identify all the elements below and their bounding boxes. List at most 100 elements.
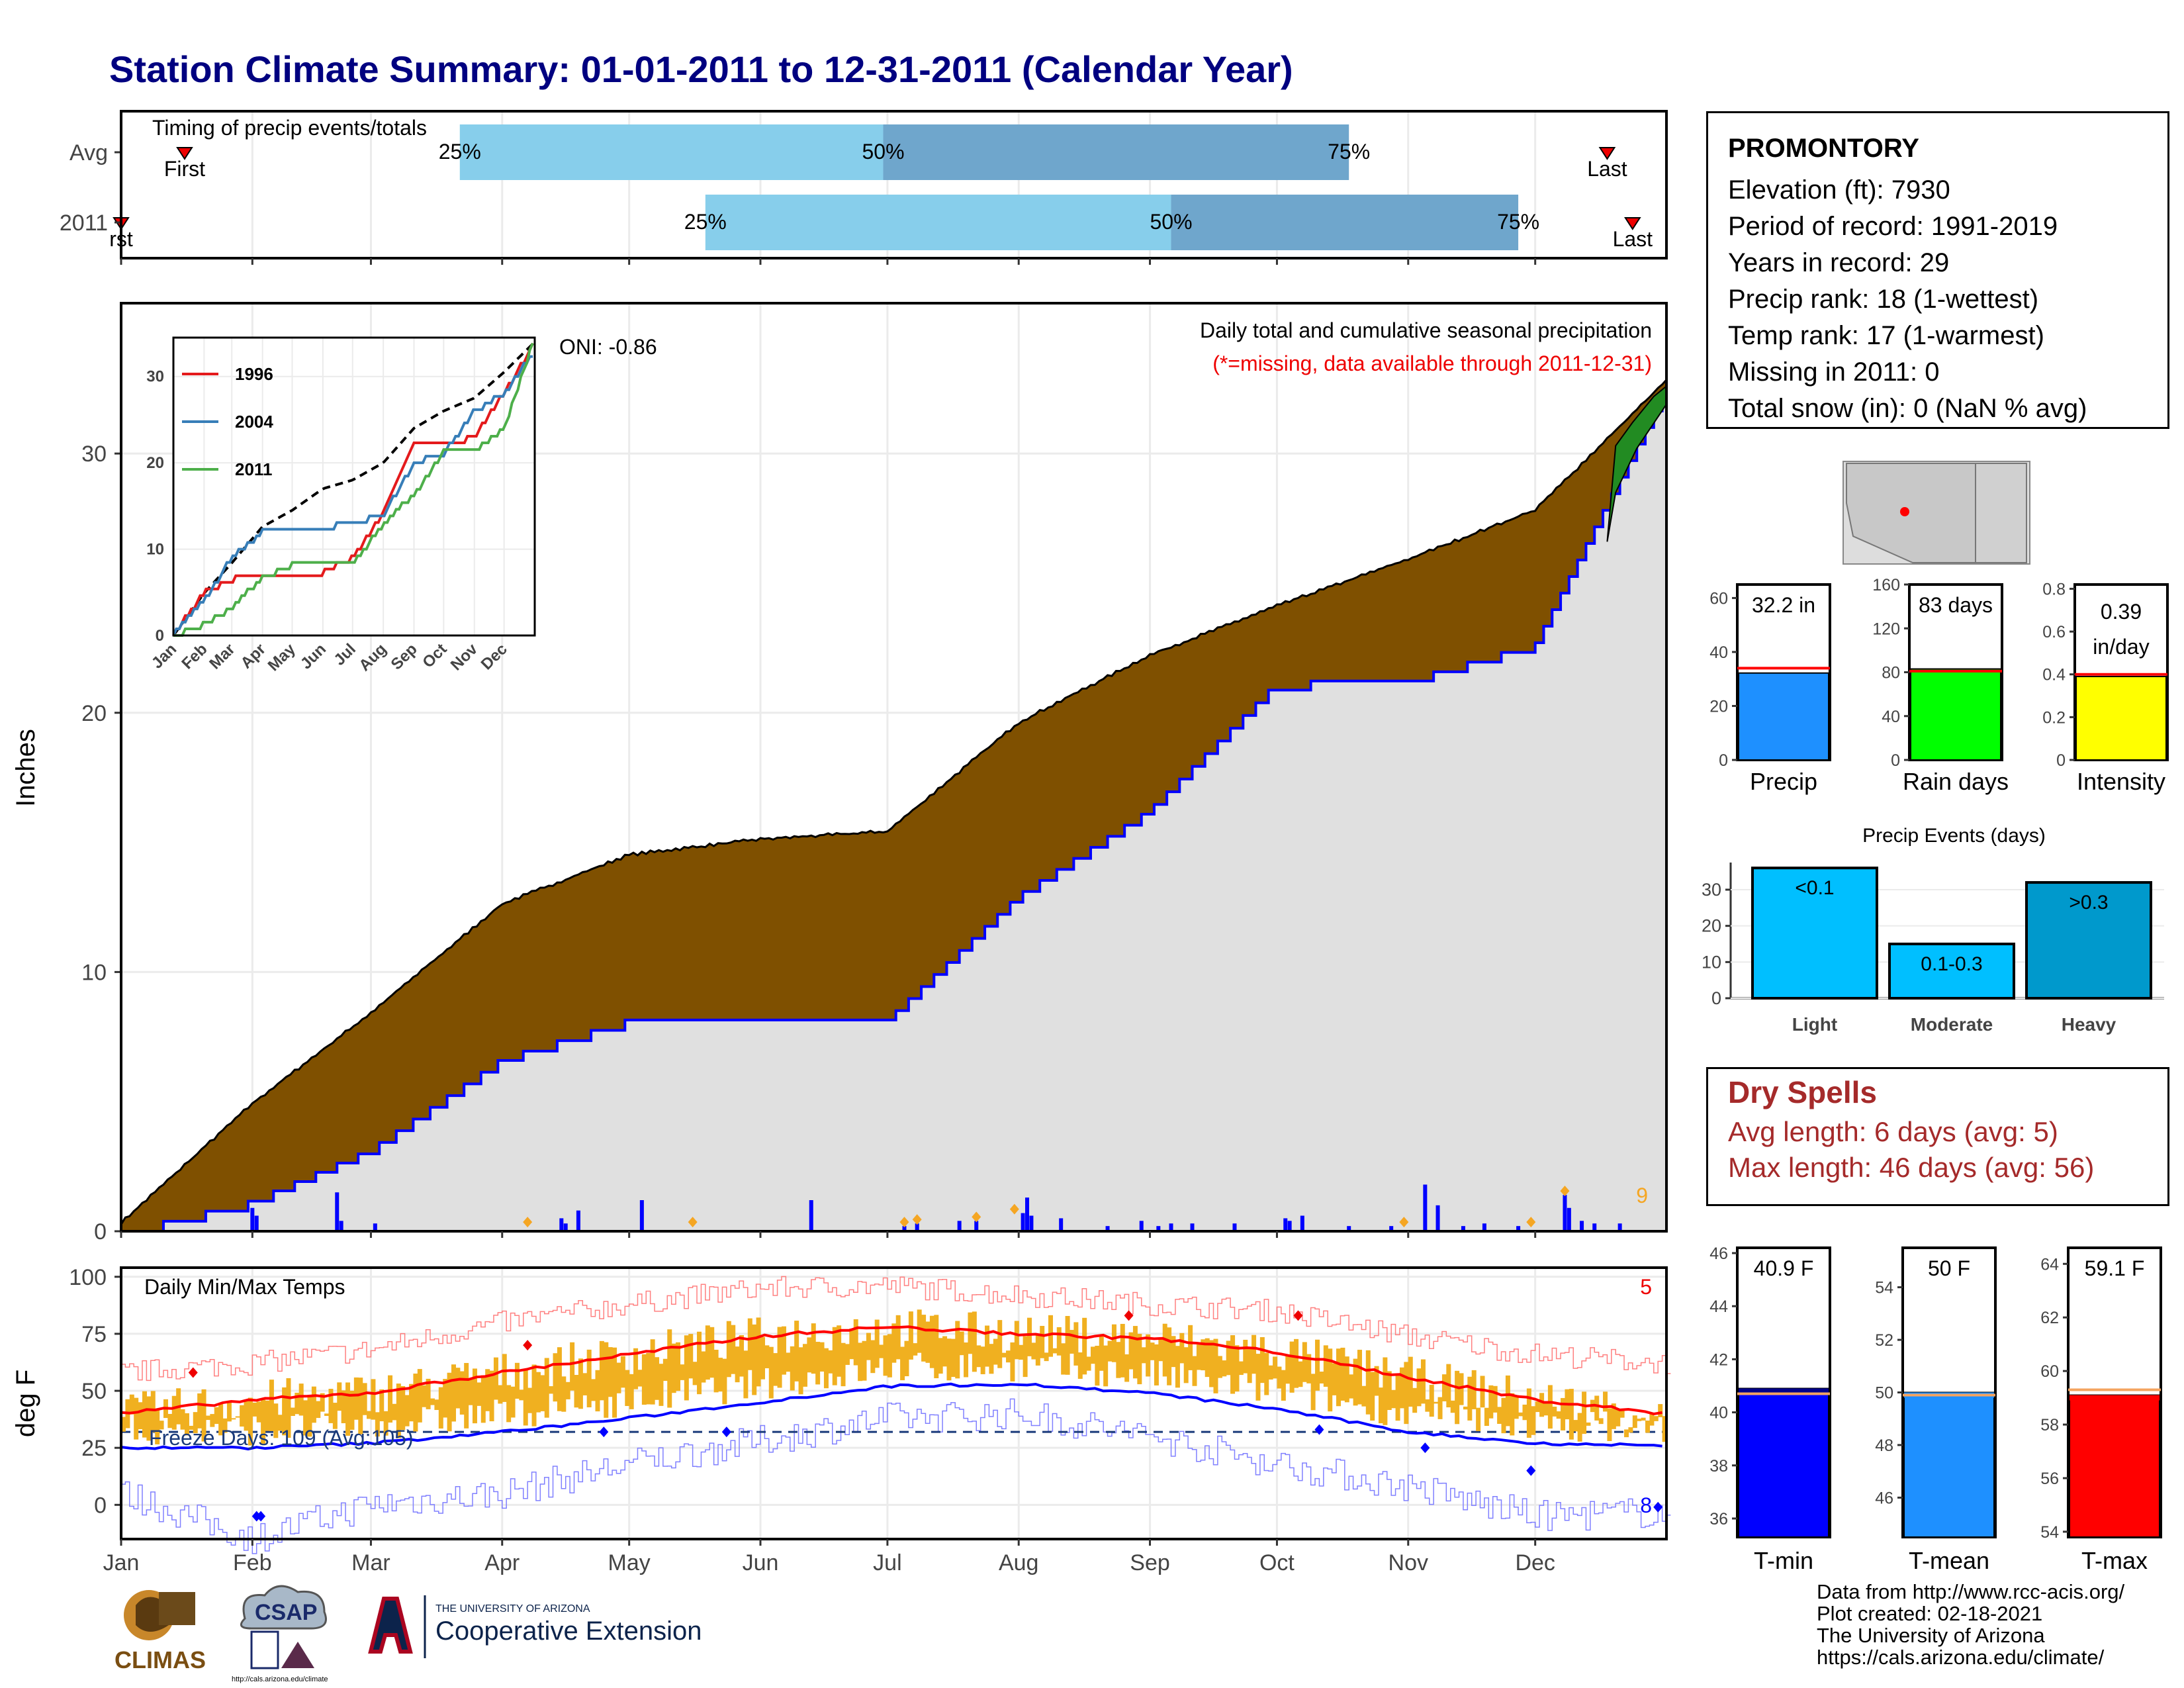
events-bar-value: >0.3 [2069,892,2108,914]
daily-temp-bar [722,1358,727,1405]
mini-temp-ytick: 56 [2040,1470,2059,1488]
mini-temp-bar-top [2070,1395,2160,1401]
daily-temp-bar [1273,1356,1278,1379]
daily-temp-bar [1268,1365,1273,1380]
mini-bar-ytick: 20 [1709,697,1728,716]
extreme-count: 9 [1636,1184,1648,1207]
daily-temp-bar [197,1393,203,1429]
daily-temp-bar [468,1378,473,1405]
daily-temp-bar [1463,1406,1468,1410]
daily-temp-bar [900,1346,905,1381]
ua-big-text: Cooperative Extension [435,1617,702,1646]
daily-temp-bar [150,1391,156,1432]
daily-temp-bar [718,1358,723,1392]
daily-temp-bar [1006,1350,1011,1363]
daily-temp-bar [1124,1354,1130,1382]
mini-temp-ytick: 36 [1709,1510,1728,1528]
mini-bar-ytick: 80 [1882,664,1900,682]
month-tick-label: Apr [484,1550,520,1575]
daily-temp-bar [498,1385,503,1404]
daily-temp-bar [1425,1399,1430,1412]
daily-temp-bar [866,1333,871,1360]
daily-temp-bar [1167,1327,1172,1385]
precip-events-chart: Precip Events (days) 0 10 20 30 <0.1 Light 0.1-… [1702,825,2164,1035]
extreme-precip-marker [1526,1217,1536,1228]
daily-temp-bar [298,1383,304,1416]
daily-temp-bar [1594,1395,1600,1421]
credits: Data from http://www.rcc-acis.org/ Plot … [1817,1581,2124,1668]
month-tick-label: Jul [873,1550,901,1575]
daily-precip-bar [1435,1205,1440,1231]
record-low-marker [256,1511,266,1522]
daily-temp-bar [1128,1332,1134,1370]
daily-precip-bar [1567,1207,1571,1231]
daily-temp-bar [997,1320,1003,1368]
daily-precip-bar [1580,1221,1584,1231]
month-tick-label: May [608,1550,651,1575]
daily-precip-bar [339,1221,343,1231]
record-high-marker [188,1367,198,1378]
daily-temp-bar [1556,1411,1561,1419]
daily-temp-bar [184,1413,189,1436]
temp-ytick: 25 [81,1436,107,1461]
daily-temp-bar [1535,1401,1540,1413]
temp-frame [120,1266,1668,1540]
station-period: Period of record: 1991-2019 [1728,212,2058,241]
daily-temp-bar [934,1315,939,1379]
daily-temp-bar [1077,1352,1083,1379]
csap-url: http://cals.arizona.edu/climate [232,1675,328,1683]
daily-temp-bar [265,1400,270,1431]
mini-temp-ytick: 44 [1709,1297,1728,1316]
events-bar [1751,867,1878,1000]
daily-temp-bar [646,1352,651,1405]
events-bar-label: Light [1792,1014,1837,1035]
month-axis: Jan Feb Mar Apr May Jun Jul Aug Sep Oct Nov Dec [103,1539,1555,1575]
daily-temp-bar [844,1344,850,1365]
daily-temp-bar [514,1362,520,1399]
credit-line: https://cals.arizona.edu/climate/ [1817,1646,2105,1669]
daily-temp-bar [633,1348,639,1389]
daily-temp-bar [895,1315,901,1360]
daily-temp-bar [485,1369,490,1411]
obs-area-top [121,386,1666,1232]
record-low-marker [1526,1465,1536,1476]
daily-temp-bar [443,1379,448,1418]
daily-precip-bar [1423,1184,1428,1231]
daily-temp-bar [917,1309,922,1353]
daily-temp-bar [290,1407,295,1417]
daily-temp-bar [1455,1370,1460,1425]
daily-temp-bar [1035,1334,1040,1366]
record-high-marker [1293,1310,1303,1321]
mini-bar-value: 83 days [1919,593,1993,617]
daily-temp-bar [891,1323,897,1363]
daily-temp-bar [226,1402,232,1422]
daily-temp-bar [1420,1359,1426,1404]
daily-precip-bar [1516,1226,1521,1231]
daily-temp-bar [870,1340,876,1374]
month-tick-label: Dec [1515,1550,1555,1575]
csap-logo: CSAP http://cals.arizona.edu/climate [232,1585,328,1683]
daily-temp-bar [1349,1374,1354,1399]
daily-temp-bar [472,1368,477,1424]
daily-temp-bar [252,1402,257,1417]
daily-temp-bar [1277,1366,1282,1389]
daily-temp-bar [1095,1345,1100,1386]
daily-temp-bar [286,1378,291,1438]
daily-temp-bar [1501,1397,1506,1434]
daily-temp-bar [604,1342,609,1418]
precip-ylabel: Inches [11,729,40,807]
record-low-line [121,1398,1671,1554]
daily-temp-bar [527,1387,533,1413]
daily-temp-bar [950,1338,956,1378]
daily-temp-bar [815,1342,821,1385]
mini-bar-value: 32.2 in [1752,593,1815,617]
daily-temp-bar [1531,1406,1536,1435]
daily-temp-bar [616,1362,621,1393]
month-tick-label: Mar [351,1550,390,1575]
daily-temp-bar [595,1370,600,1412]
dry-spells-title: Dry Spells [1728,1075,1877,1109]
daily-temp-bar [1069,1330,1074,1354]
daily-temp-bar [1285,1356,1291,1384]
daily-temp-bar [942,1336,948,1367]
daily-precip-bar [1105,1226,1110,1231]
